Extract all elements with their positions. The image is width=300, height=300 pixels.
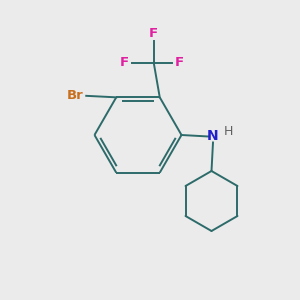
Text: H: H bbox=[224, 125, 233, 139]
Text: Br: Br bbox=[67, 89, 84, 102]
Text: N: N bbox=[207, 130, 219, 143]
Text: F: F bbox=[120, 56, 129, 69]
Text: F: F bbox=[149, 27, 158, 40]
Text: F: F bbox=[175, 56, 184, 69]
